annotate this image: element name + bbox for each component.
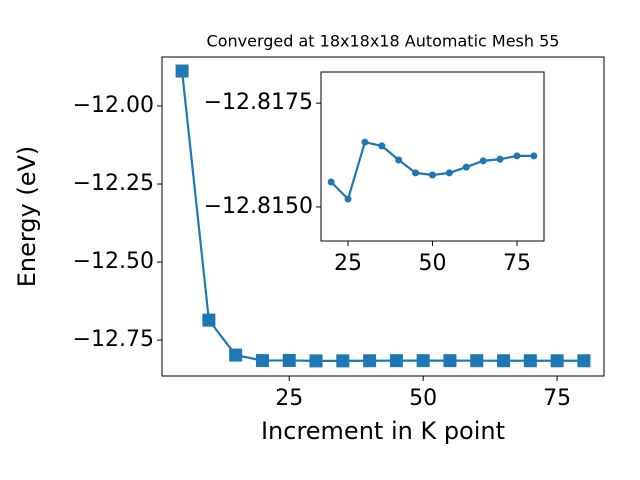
y-tick-label: −12.00	[73, 93, 154, 118]
data-point	[530, 152, 538, 160]
data-point	[523, 354, 537, 368]
data-point	[363, 354, 377, 368]
data-line	[180, 70, 584, 362]
data-point	[389, 354, 403, 368]
data-point	[309, 354, 323, 368]
x-tick-label: 25	[275, 386, 303, 411]
data-point	[429, 171, 436, 179]
x-tick-label: 50	[409, 386, 437, 411]
data-point	[175, 64, 189, 78]
x-tick-label: 25	[334, 251, 362, 276]
data-point	[361, 138, 369, 146]
y-tick-label: −12.50	[73, 249, 154, 274]
y-axis-label: Energy (eV)	[13, 146, 41, 288]
data-point	[336, 354, 350, 368]
data-point	[378, 142, 386, 150]
axes-frame	[320, 71, 545, 242]
data-point	[255, 354, 269, 368]
data-point	[497, 354, 511, 368]
x-tick-label: 75	[543, 386, 571, 411]
data-point	[496, 155, 504, 163]
y-tick-label: −12.8150	[204, 194, 313, 219]
y-tick-label: −12.75	[73, 327, 154, 352]
data-point	[395, 156, 403, 164]
data-point	[229, 348, 243, 362]
y-tick-label: −12.25	[73, 171, 154, 196]
data-point	[412, 169, 420, 177]
axes-frame	[161, 56, 605, 377]
data-point	[327, 178, 335, 186]
data-point	[416, 354, 430, 368]
data-point	[479, 157, 487, 165]
data-point	[462, 163, 470, 171]
data-point	[202, 313, 216, 327]
chart-title: Converged at 18x18x18 Automatic Mesh 55	[207, 32, 560, 51]
data-point	[550, 354, 564, 368]
data-point	[577, 354, 591, 368]
data-point	[443, 354, 457, 368]
data-point	[513, 152, 521, 160]
x-tick-label: 50	[419, 251, 447, 276]
data-point	[470, 354, 484, 368]
x-tick-label: 75	[503, 251, 531, 276]
x-axis-label: Increment in K point	[261, 417, 505, 445]
plot-area	[321, 72, 544, 241]
data-point	[282, 353, 296, 367]
data-point	[344, 195, 352, 203]
data-point	[445, 169, 453, 177]
y-tick-label: −12.8175	[204, 90, 313, 115]
